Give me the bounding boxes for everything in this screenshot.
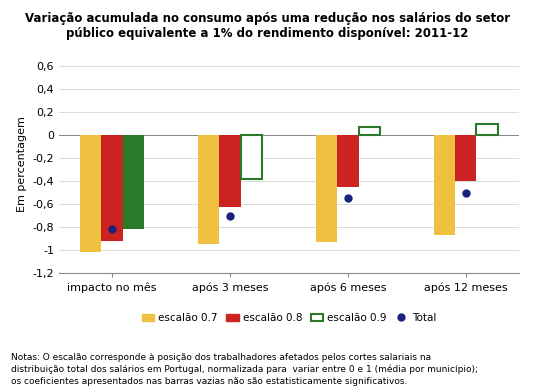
Bar [316,135,337,242]
Bar [219,135,241,207]
Text: Variação acumulada no consumo após uma redução nos salários do setor
público equ: Variação acumulada no consumo após uma r… [25,12,510,40]
Bar [477,124,498,135]
Bar [455,135,477,181]
Bar [358,127,380,135]
Y-axis label: Em percentagem: Em percentagem [17,116,27,212]
Bar [101,135,123,241]
Bar [434,135,455,235]
Bar [241,135,262,179]
Bar [123,135,144,229]
Bar [80,135,101,252]
Bar [198,135,219,244]
Bar [337,135,358,187]
Legend: escalão 0.7, escalão 0.8, escalão 0.9, Total: escalão 0.7, escalão 0.8, escalão 0.9, T… [137,309,440,327]
Text: Notas: O escalão corresponde à posição dos trabalhadores afetados pelos cortes s: Notas: O escalão corresponde à posição d… [11,353,478,386]
